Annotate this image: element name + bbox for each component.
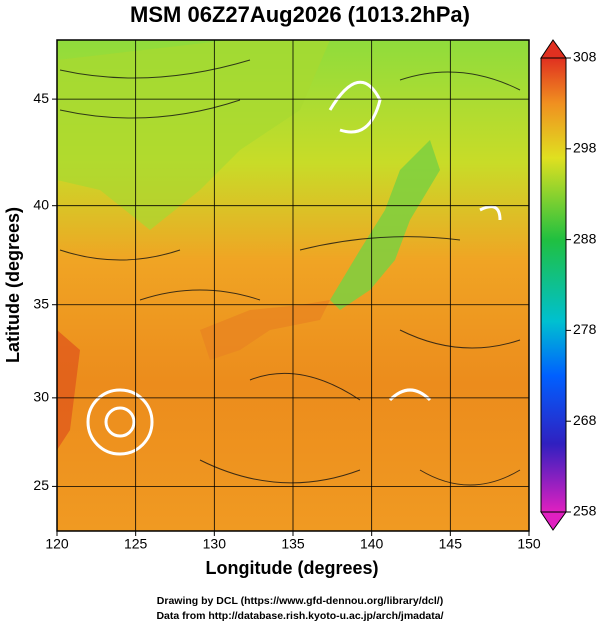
y-tick-label: 30 <box>33 389 49 405</box>
y-tick-label: 35 <box>33 295 49 311</box>
x-axis-label: Longitude (degrees) <box>205 558 378 578</box>
colorbar <box>540 57 567 513</box>
land <box>330 140 440 310</box>
colorbar-extend-top <box>540 39 567 59</box>
y-tick-label: 45 <box>33 90 49 106</box>
colorbar-tick-label: 268 <box>573 412 597 428</box>
contours <box>86 80 502 456</box>
colorbar-tick-label: 278 <box>573 321 597 337</box>
x-tick-label: 130 <box>203 536 227 552</box>
streamlines <box>59 59 521 486</box>
title: MSM 06Z27Aug2026 (1013.2hPa) <box>130 2 470 27</box>
colorbar-tick-label: 308 <box>573 49 597 65</box>
footer-line: Drawing by DCL (https://www.gfd-dennou.o… <box>157 595 443 607</box>
y-tick-label: 25 <box>33 477 49 493</box>
x-tick-label: 150 <box>517 536 541 552</box>
colorbar-tick-label: 258 <box>573 503 597 519</box>
land <box>57 330 80 450</box>
x-tick-label: 140 <box>360 536 384 552</box>
footer-line: Data from http://database.rish.kyoto-u.a… <box>156 610 443 622</box>
y-tick-label: 40 <box>33 196 49 212</box>
colorbar-extend-bottom <box>540 511 567 531</box>
colorbar-tick-label: 288 <box>573 230 597 246</box>
y-axis-label: Latitude (degrees) <box>3 207 23 363</box>
x-tick-label: 145 <box>439 536 463 552</box>
x-tick-label: 125 <box>124 536 148 552</box>
field <box>57 40 529 531</box>
land <box>57 40 330 230</box>
x-tick-label: 135 <box>281 536 305 552</box>
grid <box>57 40 529 531</box>
colorbar-tick-label: 298 <box>573 140 597 156</box>
land <box>200 300 330 360</box>
x-tick-label: 120 <box>45 536 69 552</box>
